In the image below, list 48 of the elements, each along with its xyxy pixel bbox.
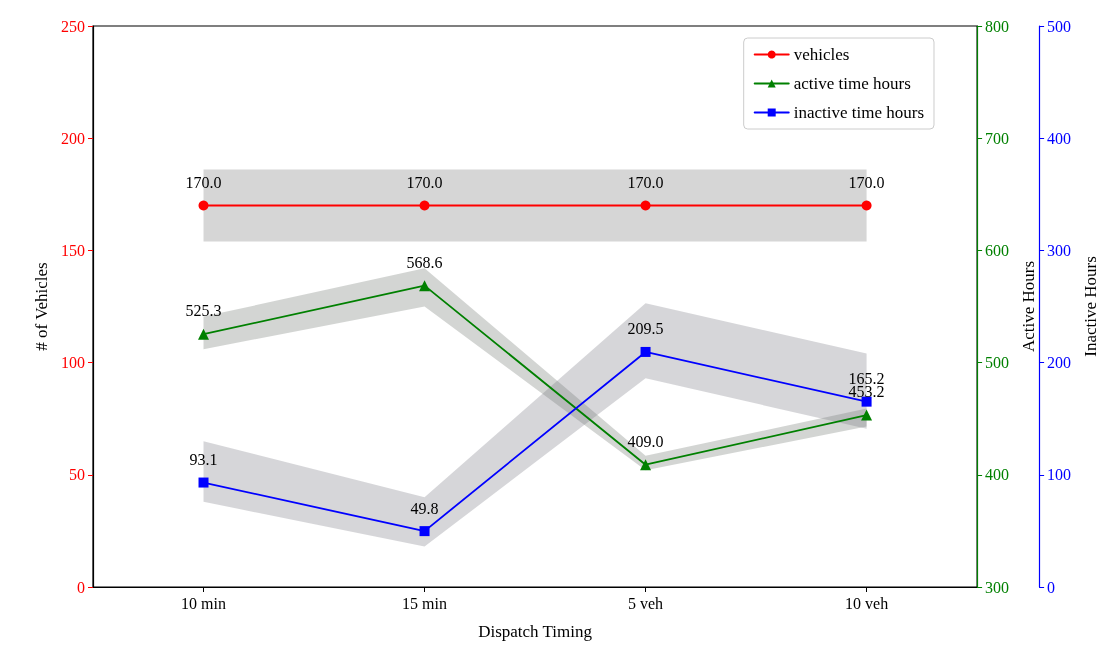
y2-tick-label: 600: [985, 241, 1010, 259]
point: [861, 409, 873, 421]
y3-tick-label: 400: [1047, 129, 1072, 147]
y3-tick-label: 500: [1047, 17, 1072, 35]
y-tick-label: 100: [61, 354, 85, 372]
data-label: 170.0: [185, 174, 222, 192]
data-label: 93.1: [189, 451, 218, 469]
y-tick-label: 200: [61, 129, 85, 147]
y-tick-label: 150: [61, 241, 85, 259]
y3-tick-label: 0: [1047, 578, 1056, 596]
y3-tick-label: 300: [1047, 241, 1072, 259]
data-label: 453.2: [848, 383, 885, 401]
y-axis-title: # of Vehicles: [32, 262, 52, 351]
y2-tick-label: 300: [985, 578, 1010, 596]
y2-tick-label: 500: [985, 354, 1010, 372]
y2-axis-title: Active Hours: [1019, 260, 1038, 353]
y3-axis-title: Inactive Hours: [1081, 256, 1100, 357]
point: [419, 280, 431, 292]
x-tick-label: 10 veh: [845, 594, 889, 612]
x-tick-label: 5 veh: [628, 594, 664, 612]
y2-tick-label: 400: [985, 466, 1010, 484]
data-label: 568.6: [406, 253, 443, 271]
y-tick-label: 0: [77, 578, 85, 596]
data-label: 170.0: [848, 174, 885, 192]
y2-tick-label: 800: [985, 17, 1010, 35]
x-tick-label: 15 min: [402, 594, 447, 612]
point: [640, 459, 652, 471]
data-label: 170.0: [627, 174, 664, 192]
y-tick-label: 250: [61, 17, 85, 35]
data-label: 170.0: [406, 174, 443, 192]
point: [198, 328, 210, 340]
y3-tick-label: 200: [1047, 354, 1072, 372]
point: [861, 396, 872, 407]
y2-tick-label: 700: [985, 129, 1010, 147]
point: [640, 346, 651, 357]
data-label: 209.5: [627, 320, 664, 338]
point: [419, 526, 430, 537]
y-tick-label: 50: [69, 466, 85, 484]
data-label: 409.0: [627, 432, 664, 450]
legend-label: active time hours: [793, 74, 911, 93]
point: [198, 477, 209, 488]
y3-tick-label: 100: [1047, 466, 1072, 484]
x-axis-title: Dispatch Timing: [478, 622, 593, 641]
legend-label: vehicles: [793, 45, 850, 64]
legend-label: inactive time hours: [793, 103, 925, 122]
data-label: 525.3: [185, 302, 222, 320]
x-tick-label: 10 min: [181, 594, 226, 612]
data-label: 49.8: [410, 499, 439, 517]
